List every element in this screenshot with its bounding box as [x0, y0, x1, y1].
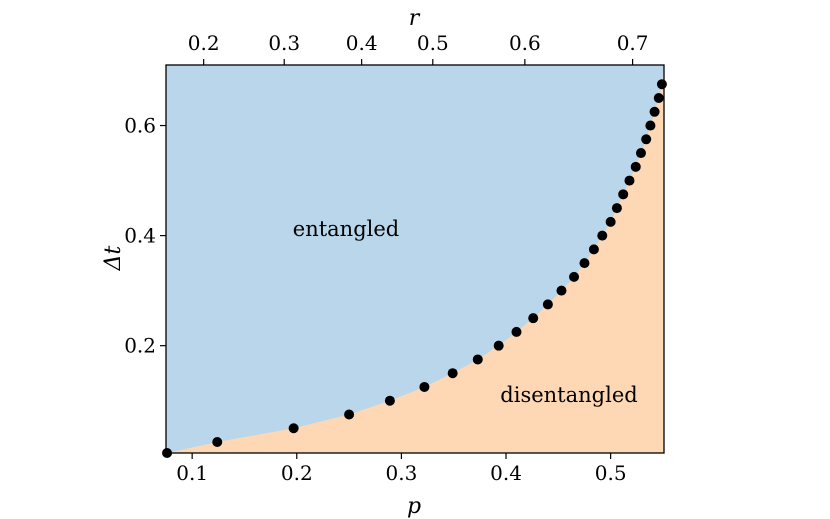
data-point [605, 216, 616, 227]
top-tick-label: 0.2 [188, 31, 220, 55]
data-point [611, 203, 622, 214]
data-point [645, 120, 656, 131]
data-point [419, 381, 430, 392]
data-point [624, 175, 635, 186]
data-point [653, 93, 664, 104]
data-point [556, 285, 567, 296]
data-point [569, 271, 580, 282]
data-point [649, 106, 660, 117]
data-point [447, 368, 458, 379]
data-point [212, 436, 223, 447]
data-point [493, 340, 504, 351]
disentangled-label: disentangled [500, 383, 637, 407]
x-tick-label: 0.5 [595, 461, 627, 485]
disentangled-region [166, 65, 664, 453]
data-point [656, 79, 667, 90]
top-axis-label: r [409, 6, 421, 31]
data-point [542, 299, 553, 310]
top-tick-label: 0.3 [268, 31, 300, 55]
y-tick-label: 0.4 [124, 224, 156, 248]
data-point [597, 230, 608, 241]
top-tick-label: 0.4 [346, 31, 378, 55]
data-point [162, 448, 173, 458]
data-point [588, 244, 599, 255]
data-point [288, 423, 299, 434]
x-tick-label: 0.3 [385, 461, 417, 485]
data-point [344, 409, 355, 420]
data-point [579, 258, 590, 269]
plot-frame [165, 64, 665, 454]
top-tick-label: 0.7 [617, 31, 649, 55]
data-point [630, 161, 641, 172]
entangled-label: entangled [293, 217, 399, 241]
data-points [162, 79, 667, 458]
x-tick-label: 0.4 [490, 461, 522, 485]
top-x-axis: 0.2 0.3 0.4 0.5 0.6 0.7 [188, 31, 649, 65]
x-tick-label: 0.1 [176, 461, 208, 485]
top-tick-label: 0.6 [509, 31, 541, 55]
data-point [528, 313, 539, 324]
x-tick-label: 0.2 [281, 461, 313, 485]
data-point [384, 395, 395, 406]
plot-area [166, 65, 664, 453]
top-tick-label: 0.5 [417, 31, 449, 55]
data-point [511, 326, 522, 337]
y-tick-label: 0.6 [124, 114, 156, 138]
left-y-axis: 0.2 0.4 0.6 [124, 114, 166, 358]
data-point [641, 134, 652, 145]
data-point [635, 148, 646, 159]
y-tick-label: 0.2 [124, 334, 156, 358]
y-axis-label: Δt [101, 245, 126, 271]
data-point [472, 354, 483, 365]
x-axis-label: p [407, 494, 421, 519]
bottom-x-axis: 0.1 0.2 0.3 0.4 0.5 [176, 453, 627, 485]
data-point [618, 189, 629, 200]
